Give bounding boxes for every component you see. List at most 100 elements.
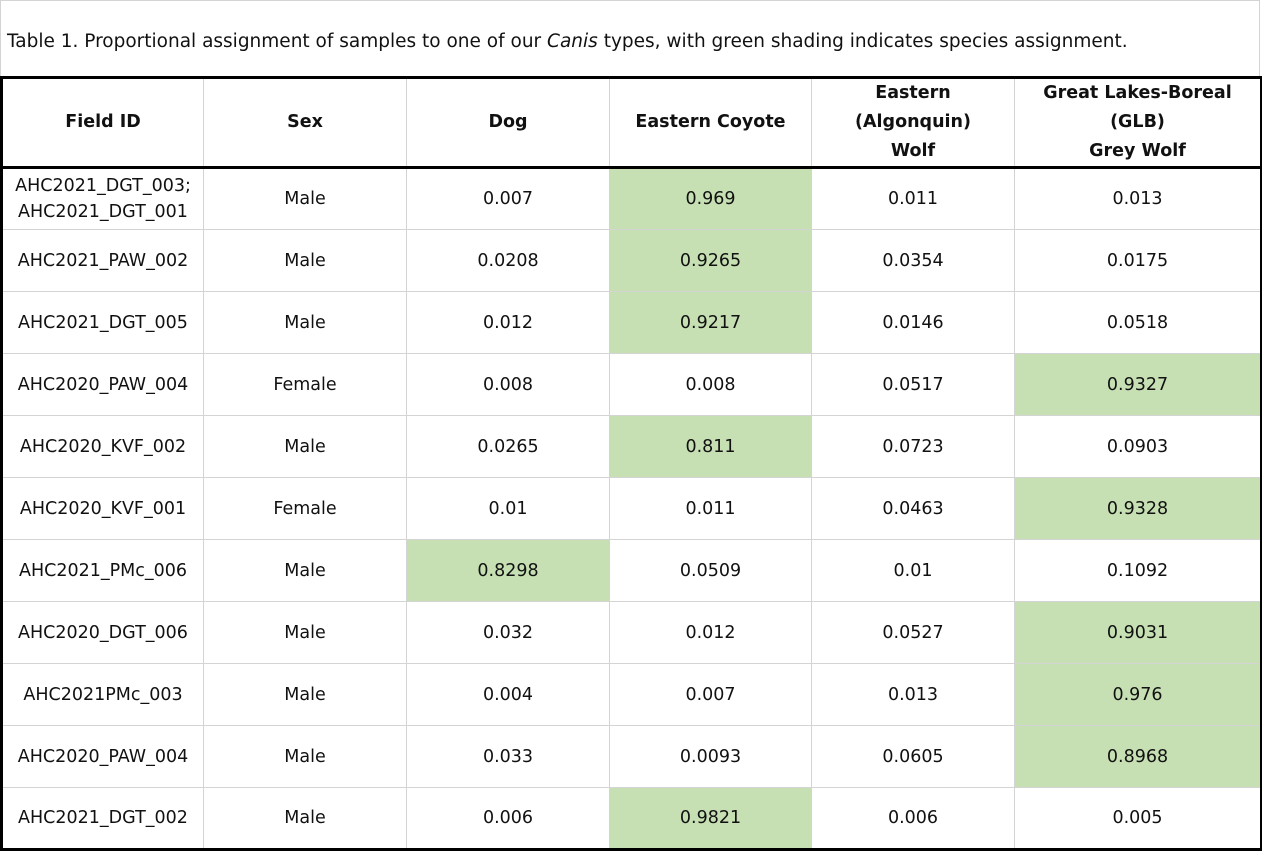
field-id-line: AHC2021_DGT_003; bbox=[15, 176, 191, 196]
field-id-line: AHC2020_KVF_001 bbox=[19, 498, 187, 519]
cell-eastern-coyote: 0.9821 bbox=[609, 787, 812, 850]
cell-glb-grey-wolf: 0.9328 bbox=[1014, 477, 1262, 540]
table-row: AHC2021_DGT_005 Male 0.012 0.9217 0.0146 0.05… bbox=[1, 291, 1262, 354]
cell-glb-grey-wolf: 0.005 bbox=[1014, 787, 1262, 850]
table-row: AHC2021_PMc_006 Male 0.8298 0.0509 0.01 0.109… bbox=[1, 539, 1262, 602]
header-eastern-wolf: Eastern (Algonquin) Wolf bbox=[811, 77, 1015, 169]
cell-eastern-coyote: 0.811 bbox=[609, 415, 812, 478]
cell-field-id: AHC2021_DGT_005 bbox=[1, 291, 204, 354]
cell-dog: 0.006 bbox=[406, 787, 610, 850]
header-eastern-coyote: Eastern Coyote bbox=[609, 77, 812, 169]
header-sex: Sex bbox=[203, 77, 407, 169]
table-body: AHC2021_DGT_003; AHC2021_DGT_001 Male 0.007… bbox=[1, 167, 1262, 850]
cell-dog: 0.01 bbox=[406, 477, 610, 540]
header-eastern-wolf-line1: Eastern (Algonquin) bbox=[855, 83, 971, 132]
field-id-line: AHC2020_PAW_004 bbox=[17, 374, 189, 395]
cell-sex: Female bbox=[203, 353, 407, 416]
cell-sex: Male bbox=[203, 601, 407, 664]
cell-sex: Male bbox=[203, 291, 407, 354]
cell-glb-grey-wolf: 0.9031 bbox=[1014, 601, 1262, 664]
cell-eastern-wolf: 0.013 bbox=[811, 663, 1015, 726]
field-id-line: AHC2021_DGT_005 bbox=[18, 312, 188, 333]
cell-field-id: AHC2020_DGT_006 bbox=[1, 601, 204, 664]
cell-sex: Male bbox=[203, 415, 407, 478]
cell-eastern-wolf: 0.0723 bbox=[811, 415, 1015, 478]
caption-genus: Canis bbox=[547, 31, 598, 52]
cell-glb-grey-wolf: 0.9327 bbox=[1014, 353, 1262, 416]
cell-glb-grey-wolf: 0.976 bbox=[1014, 663, 1262, 726]
caption-text-after: types, with green shading indicates spec… bbox=[597, 31, 1128, 52]
cell-eastern-wolf: 0.0527 bbox=[811, 601, 1015, 664]
cell-field-id: AHC2020_PAW_004 bbox=[1, 725, 204, 788]
cell-field-id: AHC2020_PAW_004 bbox=[1, 353, 204, 416]
cell-eastern-wolf: 0.006 bbox=[811, 787, 1015, 850]
caption-text-before: Table 1. Proportional assignment of samp… bbox=[7, 31, 548, 52]
cell-dog: 0.0265 bbox=[406, 415, 610, 478]
cell-eastern-wolf: 0.0517 bbox=[811, 353, 1015, 416]
cell-sex: Male bbox=[203, 539, 407, 602]
cell-eastern-coyote: 0.9217 bbox=[609, 291, 812, 354]
cell-sex: Male bbox=[203, 725, 407, 788]
table-row: AHC2020_PAW_004 Female 0.008 0.008 0.0517 0.9… bbox=[1, 353, 1262, 416]
table-row: AHC2020_DGT_006 Male 0.032 0.012 0.0527 0.903… bbox=[1, 601, 1262, 664]
table-row: AHC2021_DGT_003; AHC2021_DGT_001 Male 0.007… bbox=[1, 167, 1262, 230]
cell-eastern-coyote: 0.012 bbox=[609, 601, 812, 664]
cell-dog: 0.0208 bbox=[406, 229, 610, 292]
cell-field-id: AHC2021_DGT_002 bbox=[1, 787, 204, 850]
assignment-table: Field ID Sex Dog Eastern Coyote Eastern … bbox=[0, 76, 1262, 851]
header-glb-line1: Great Lakes-Boreal (GLB) bbox=[1043, 83, 1232, 132]
header-field-id: Field ID bbox=[1, 77, 204, 169]
cell-eastern-coyote: 0.0093 bbox=[609, 725, 812, 788]
cell-eastern-wolf: 0.01 bbox=[811, 539, 1015, 602]
cell-dog: 0.008 bbox=[406, 353, 610, 416]
cell-field-id: AHC2021_PAW_002 bbox=[1, 229, 204, 292]
table-row: AHC2021_PAW_002 Male 0.0208 0.9265 0.0354 0.0… bbox=[1, 229, 1262, 292]
field-id-line: AHC2021_PMc_006 bbox=[18, 560, 188, 581]
cell-glb-grey-wolf: 0.1092 bbox=[1014, 539, 1262, 602]
cell-eastern-coyote: 0.011 bbox=[609, 477, 812, 540]
cell-eastern-coyote: 0.9265 bbox=[609, 229, 812, 292]
cell-field-id: AHC2020_KVF_001 bbox=[1, 477, 204, 540]
table-row: AHC2020_KVF_002 Male 0.0265 0.811 0.0723 0.09… bbox=[1, 415, 1262, 478]
cell-field-id: AHC2020_KVF_002 bbox=[1, 415, 204, 478]
header-row: Field ID Sex Dog Eastern Coyote Eastern … bbox=[1, 77, 1262, 169]
table-row: AHC2020_PAW_004 Male 0.033 0.0093 0.0605 0.89… bbox=[1, 725, 1262, 788]
cell-eastern-coyote: 0.0509 bbox=[609, 539, 812, 602]
cell-glb-grey-wolf: 0.0903 bbox=[1014, 415, 1262, 478]
cell-dog: 0.004 bbox=[406, 663, 610, 726]
caption-box: Table 1. Proportional assignment of samp… bbox=[0, 0, 1260, 76]
table-row: AHC2021PMc_003 Male 0.004 0.007 0.013 0.976 bbox=[1, 663, 1262, 726]
cell-field-id: AHC2021_DGT_003; AHC2021_DGT_001 bbox=[1, 167, 204, 230]
cell-glb-grey-wolf: 0.0518 bbox=[1014, 291, 1262, 354]
cell-sex: Male bbox=[203, 167, 407, 230]
cell-field-id: AHC2021PMc_003 bbox=[1, 663, 204, 726]
cell-eastern-wolf: 0.0354 bbox=[811, 229, 1015, 292]
field-id-line: AHC2021_DGT_001 bbox=[18, 202, 188, 222]
cell-dog: 0.012 bbox=[406, 291, 610, 354]
table-caption: Table 1. Proportional assignment of samp… bbox=[7, 31, 1128, 52]
cell-dog: 0.8298 bbox=[406, 539, 610, 602]
cell-dog: 0.007 bbox=[406, 167, 610, 230]
cell-sex: Female bbox=[203, 477, 407, 540]
cell-eastern-wolf: 0.0146 bbox=[811, 291, 1015, 354]
field-id-line: AHC2020_KVF_002 bbox=[19, 436, 187, 457]
cell-eastern-coyote: 0.969 bbox=[609, 167, 812, 230]
field-id-line: AHC2021_DGT_002 bbox=[18, 808, 188, 828]
cell-eastern-wolf: 0.0463 bbox=[811, 477, 1015, 540]
table-row: AHC2020_KVF_001 Female 0.01 0.011 0.0463 0.93… bbox=[1, 477, 1262, 540]
cell-eastern-wolf: 0.011 bbox=[811, 167, 1015, 230]
cell-glb-grey-wolf: 0.0175 bbox=[1014, 229, 1262, 292]
cell-sex: Male bbox=[203, 787, 407, 850]
header-eastern-wolf-line2: Wolf bbox=[890, 141, 936, 161]
header-dog: Dog bbox=[406, 77, 610, 169]
field-id-line: AHC2021PMc_003 bbox=[23, 684, 183, 705]
field-id-line: AHC2020_PAW_004 bbox=[17, 746, 189, 767]
cell-eastern-coyote: 0.007 bbox=[609, 663, 812, 726]
cell-eastern-wolf: 0.0605 bbox=[811, 725, 1015, 788]
cell-glb-grey-wolf: 0.013 bbox=[1014, 167, 1262, 230]
cell-sex: Male bbox=[203, 229, 407, 292]
cell-eastern-coyote: 0.008 bbox=[609, 353, 812, 416]
cell-glb-grey-wolf: 0.8968 bbox=[1014, 725, 1262, 788]
cell-dog: 0.033 bbox=[406, 725, 610, 788]
header-glb-line2: Grey Wolf bbox=[1089, 141, 1186, 161]
